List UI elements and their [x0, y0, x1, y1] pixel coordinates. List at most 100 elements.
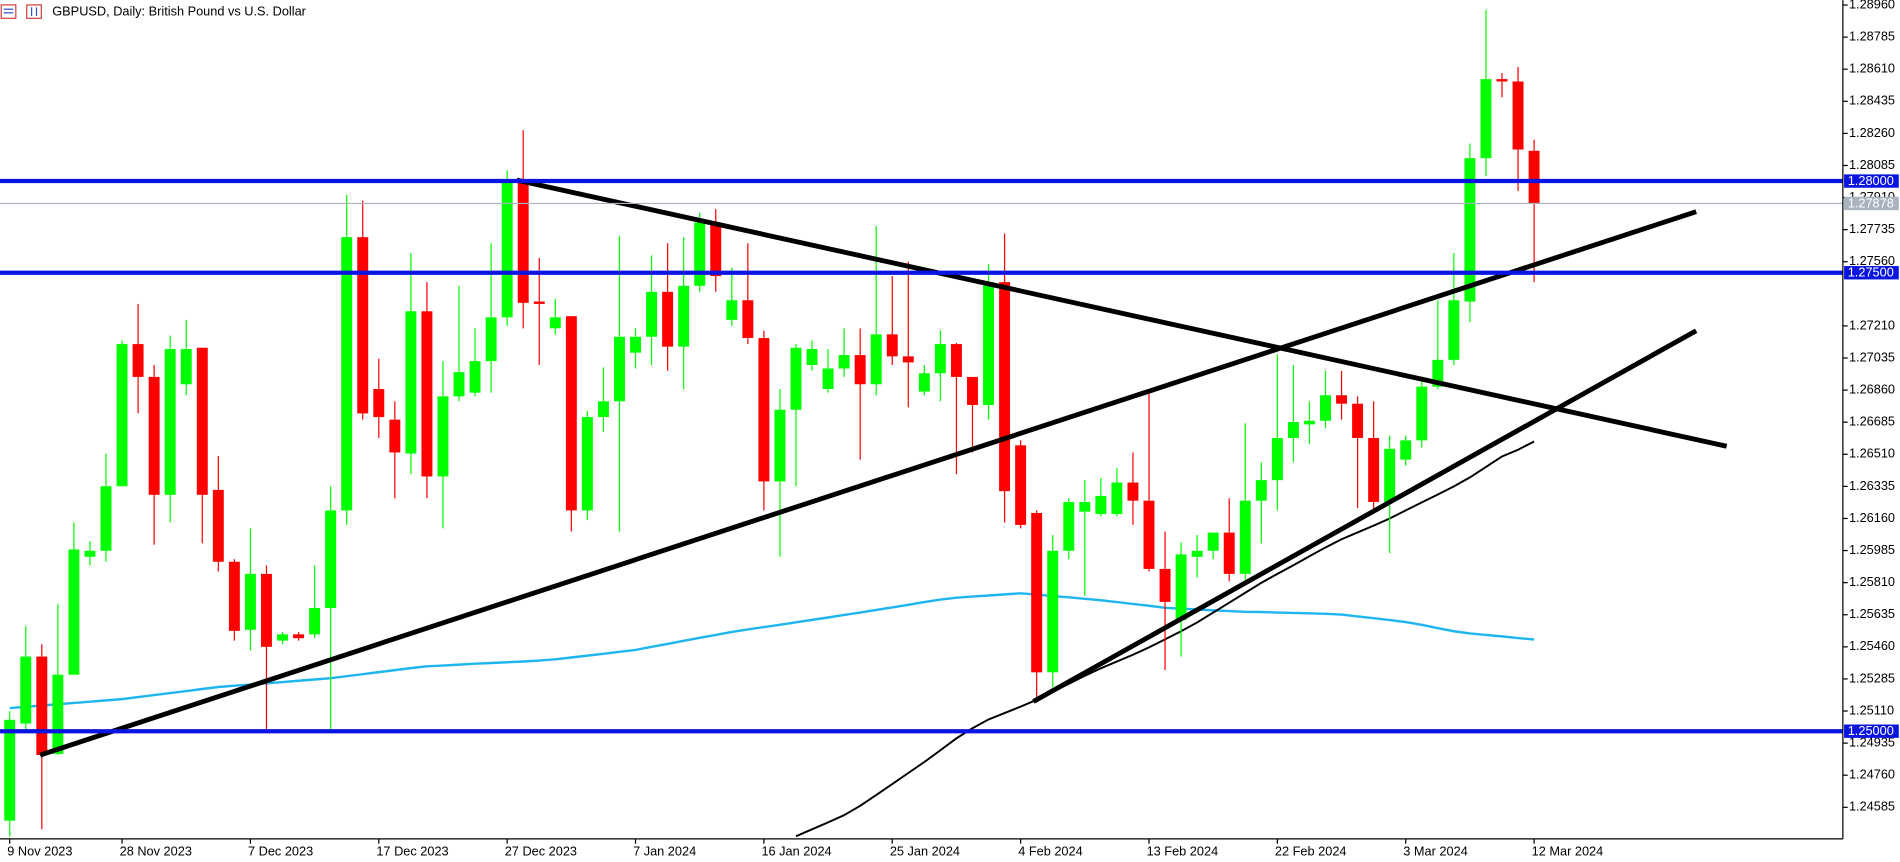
- x-tick-label: 27 Dec 2023: [505, 844, 577, 859]
- candle-body: [341, 237, 353, 511]
- candle-body: [999, 282, 1011, 492]
- candle-body: [1111, 482, 1123, 515]
- candle-body: [1528, 150, 1540, 204]
- candle-body: [196, 347, 208, 495]
- candle-body: [1368, 437, 1380, 502]
- trendline: [1032, 328, 1698, 704]
- candle-body: [1079, 501, 1091, 512]
- candle-body: [180, 349, 192, 385]
- candle-body: [662, 291, 674, 347]
- candle-body: [646, 291, 658, 337]
- candle-body: [325, 510, 337, 608]
- candle-body: [870, 334, 882, 385]
- current-price-label: 1.27878: [1848, 195, 1894, 210]
- x-tick-label: 13 Feb 2024: [1147, 844, 1219, 859]
- price-boxes: 1.28000 1.27500 1.25000 1.27878: [1844, 173, 1899, 738]
- y-tick-label: 1.26860: [1849, 381, 1895, 396]
- axes: [0, 0, 1844, 840]
- candle-body: [597, 401, 609, 418]
- y-tick-label: 1.28260: [1849, 125, 1895, 140]
- candle-body: [309, 607, 321, 635]
- candle-body: [389, 419, 401, 453]
- candle-body: [100, 486, 112, 551]
- y-tick-label: 1.28085: [1849, 157, 1895, 172]
- candle-body: [293, 634, 305, 639]
- candle-body: [902, 356, 914, 363]
- candle-body: [806, 349, 818, 365]
- candle-body: [950, 344, 962, 377]
- icon: [26, 4, 42, 19]
- y-tick-label: 1.28610: [1849, 61, 1895, 76]
- y-tick-label: 1.25810: [1849, 574, 1895, 589]
- candle-body: [630, 336, 641, 353]
- y-tick-label: 1.24585: [1849, 799, 1895, 814]
- candle-body: [1223, 532, 1235, 574]
- candle-body: [20, 656, 32, 724]
- candle-body: [1384, 448, 1396, 502]
- candle-body: [854, 355, 866, 385]
- candle-body: [485, 317, 497, 362]
- candle-body: [694, 222, 706, 286]
- candle-body: [68, 549, 80, 675]
- candle-body: [886, 334, 898, 357]
- x-tick-label: 7 Jan 2024: [633, 844, 696, 859]
- candle-body: [1352, 403, 1364, 438]
- level-label: 1.28000: [1848, 173, 1894, 188]
- x-tick-label: 12 Mar 2024: [1532, 844, 1604, 859]
- candle-body: [1063, 501, 1075, 551]
- y-tick-label: 1.25985: [1849, 542, 1895, 557]
- candle-body: [1143, 500, 1155, 569]
- x-tick-label: 28 Nov 2023: [120, 844, 192, 859]
- y-tick-label: 1.26335: [1849, 478, 1895, 493]
- candle-body: [453, 372, 465, 397]
- x-tick-label: 9 Nov 2023: [7, 844, 72, 859]
- y-tick-label: 1.26160: [1849, 510, 1895, 525]
- candle-body: [934, 344, 946, 374]
- candle-body: [373, 389, 385, 418]
- candle-body: [260, 573, 272, 647]
- icon: [0, 4, 17, 19]
- y-tick-label: 1.28960: [1849, 0, 1895, 11]
- candle-body: [1336, 395, 1348, 404]
- candle-body: [469, 361, 481, 393]
- x-tick-label: 25 Jan 2024: [890, 844, 960, 859]
- candle-body: [822, 368, 834, 390]
- candle-body: [164, 349, 176, 495]
- candle-body: [501, 179, 513, 318]
- candle-body: [52, 674, 64, 754]
- candle-body: [132, 344, 144, 377]
- candle-body: [742, 300, 754, 339]
- candle-body: [212, 489, 224, 562]
- level-label-box: [1844, 174, 1899, 188]
- y-tick-label: 1.25460: [1849, 638, 1895, 653]
- y-tick-label: 1.26510: [1849, 446, 1895, 461]
- y-tick-label: 1.28435: [1849, 93, 1895, 108]
- candle-body: [1271, 437, 1283, 481]
- candle-body: [84, 550, 96, 557]
- candle-body: [1496, 79, 1508, 82]
- candle-body: [1047, 550, 1059, 673]
- y-tick-label: 1.27210: [1849, 317, 1895, 332]
- x-tick-label: 17 Dec 2023: [376, 844, 448, 859]
- candle-body: [1464, 158, 1476, 302]
- x-tick-label: 4 Feb 2024: [1018, 844, 1083, 859]
- level-label-box: [1844, 724, 1899, 738]
- plot-area: [0, 9, 1843, 838]
- candle-body: [726, 300, 738, 320]
- candle-body: [277, 634, 288, 641]
- candle-body: [1191, 550, 1203, 557]
- candle-body: [1303, 420, 1315, 425]
- candle-body: [437, 396, 449, 477]
- candle-body: [1432, 359, 1444, 387]
- y-tick-label: 1.25635: [1849, 606, 1895, 621]
- y-tick-label: 1.27035: [1849, 349, 1895, 364]
- candle-body: [1255, 480, 1267, 501]
- candle-body: [1320, 395, 1331, 421]
- candle-body: [758, 338, 770, 482]
- candle-body: [774, 409, 786, 482]
- candle-body: [36, 656, 48, 756]
- candle-body: [710, 222, 722, 277]
- candle-body: [1480, 79, 1492, 159]
- candle-body: [228, 561, 240, 631]
- candle-body: [983, 282, 995, 405]
